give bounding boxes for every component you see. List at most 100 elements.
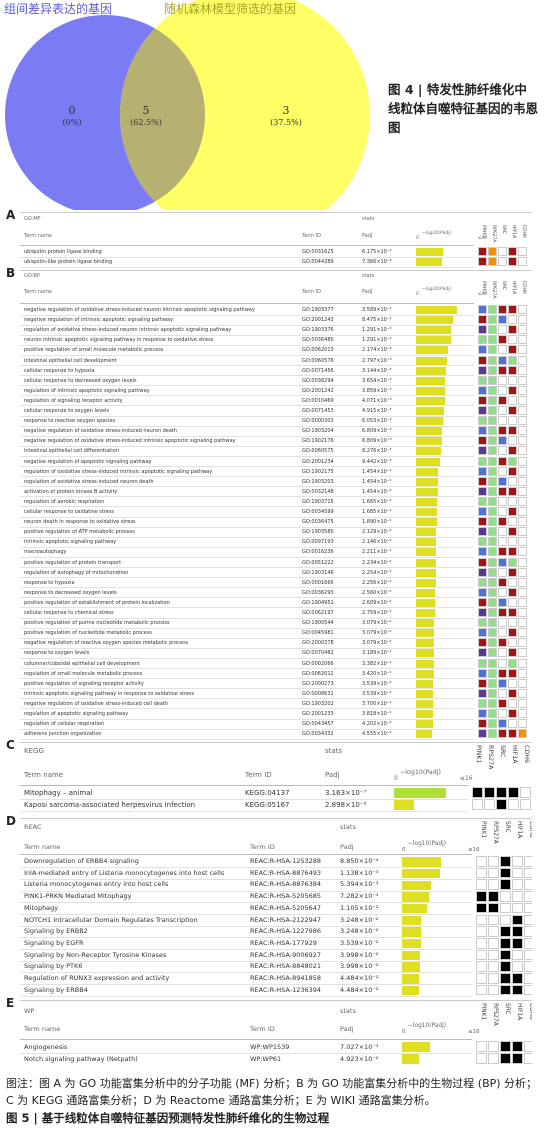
term-row: response to oxygen levels GO:0070482 3.189… xyxy=(20,648,532,659)
padj-bar xyxy=(416,538,437,547)
padj-bar xyxy=(416,669,434,678)
source-label: GO:BP xyxy=(24,273,40,279)
gene-cell xyxy=(478,597,487,607)
panel-kegg: KEGG stats Term name Term ID Padj 0 −log10(Pad… xyxy=(20,742,532,812)
gene-cell xyxy=(488,729,497,739)
gene-cell xyxy=(498,305,507,315)
term-id: GO:0060575 xyxy=(302,448,334,455)
term-id: GO:1902176 xyxy=(302,438,334,445)
row-separator xyxy=(20,314,474,316)
term-row: negative regulation of intrinsic apoptot… xyxy=(20,315,532,326)
gene-header-hif1a: HIF1A xyxy=(511,281,516,295)
padj-value: 3.163×10⁻⁷ xyxy=(325,789,367,797)
gene-cell xyxy=(518,618,527,628)
gene-cell xyxy=(524,902,532,914)
gene-cell xyxy=(512,879,523,891)
source-label: KEGG xyxy=(24,747,44,755)
term-name: Downregulation of ERBB4 signaling xyxy=(24,857,139,865)
gene-cell xyxy=(488,436,497,446)
padj-value: 8.850×10⁻⁴ xyxy=(340,857,379,865)
stats-header: stats xyxy=(325,747,343,755)
gene-cell xyxy=(488,949,499,961)
term-name: response to reactive oxygen species xyxy=(24,418,116,425)
gene-cell xyxy=(524,1053,532,1064)
padj-value: 4.071×10⁻³ xyxy=(362,397,392,404)
gene-cell xyxy=(518,517,527,527)
term-id: GO:0043457 xyxy=(302,721,334,728)
gene-cell xyxy=(498,325,507,335)
term-name: regulation of oxidative stress-induced i… xyxy=(24,468,213,475)
padj-value: 3.700×10⁻² xyxy=(362,700,392,707)
gene-cell xyxy=(476,879,487,891)
term-id: REAC:R-HSA-177929 xyxy=(250,938,317,947)
gene-cell xyxy=(478,496,487,506)
padj-bar xyxy=(402,950,420,961)
gene-cell xyxy=(488,678,497,688)
row-separator xyxy=(20,972,472,974)
padj-bar xyxy=(416,679,434,688)
term-name: ubiquitin protein ligase binding xyxy=(24,249,102,255)
row-separator xyxy=(20,486,474,488)
gene-header-cdh6: CDH6 xyxy=(527,1003,532,1020)
term-name: ubiquitin-like protein ligase binding xyxy=(24,259,113,265)
gene-cell xyxy=(476,961,487,972)
term-id: WP:WP1539 xyxy=(250,1043,290,1051)
padj-value: 3.382×10⁻² xyxy=(362,660,392,667)
gene-cell xyxy=(518,507,527,517)
gene-cell xyxy=(512,973,523,984)
term-name: regulation of oxidative stress-induced n… xyxy=(24,327,232,334)
term-id: GO:1903146 xyxy=(302,569,334,576)
venn-overlap-pct: (62.5%) xyxy=(130,118,162,127)
row-separator xyxy=(20,657,474,659)
term-name: cellular response to chemical stress xyxy=(24,610,114,616)
padj-bar xyxy=(402,939,421,949)
gene-cell xyxy=(518,577,527,587)
gene-cell xyxy=(478,547,487,557)
padj-value: 1.890×10⁻² xyxy=(362,519,392,526)
gene-cell xyxy=(518,426,527,436)
padj-bar xyxy=(416,518,437,527)
scale-end: ≤16 xyxy=(478,236,487,241)
gene-cell xyxy=(478,507,487,517)
source-label: REAC xyxy=(24,823,42,831)
gene-cell xyxy=(488,486,497,496)
row-separator xyxy=(20,435,474,437)
gene-cell xyxy=(524,984,532,996)
gene-cell xyxy=(518,688,527,698)
gene-cell xyxy=(500,961,511,972)
term-name: response to oxygen levels xyxy=(24,650,90,657)
row-separator xyxy=(20,688,474,690)
padj-bar xyxy=(416,447,441,456)
row-separator xyxy=(20,798,468,800)
gene-cell xyxy=(518,628,527,638)
gene-cell xyxy=(498,668,507,678)
term-id-header: Term ID xyxy=(302,289,322,295)
gene-cell xyxy=(500,914,511,926)
gene-cell xyxy=(498,658,507,668)
term-row: InlA-mediated entry of Listeria monocyto… xyxy=(20,867,532,880)
gene-cell xyxy=(508,557,517,567)
padj-bar xyxy=(416,467,439,476)
gene-cell xyxy=(478,426,487,436)
term-name-header: Term name xyxy=(24,843,61,851)
gene-cell xyxy=(520,787,531,798)
term-row: positive regulation of establishment of … xyxy=(20,597,532,609)
term-row: positive regulation of nucleotide metabo… xyxy=(20,628,532,639)
gene-cell xyxy=(488,395,497,405)
venn-left-pct: (0%) xyxy=(62,118,82,127)
row-separator xyxy=(20,455,474,457)
padj-header: Padj xyxy=(340,1025,354,1033)
gene-cell xyxy=(478,608,487,618)
gene-cell xyxy=(478,557,487,567)
padj-bar xyxy=(416,427,442,436)
term-id: GO:0051222 xyxy=(302,559,334,566)
term-row: regulation of oxidative stress-induced n… xyxy=(20,325,532,336)
row-separator xyxy=(20,256,474,258)
gene-cell xyxy=(508,638,517,648)
term-id: GO:0036475 xyxy=(302,519,334,526)
gene-header-pink1: PINK1 xyxy=(479,821,486,839)
gene-cell xyxy=(518,345,527,355)
row-separator xyxy=(20,627,474,629)
gene-cell xyxy=(498,678,507,688)
padj-value: 8.276×10⁻³ xyxy=(362,448,392,455)
